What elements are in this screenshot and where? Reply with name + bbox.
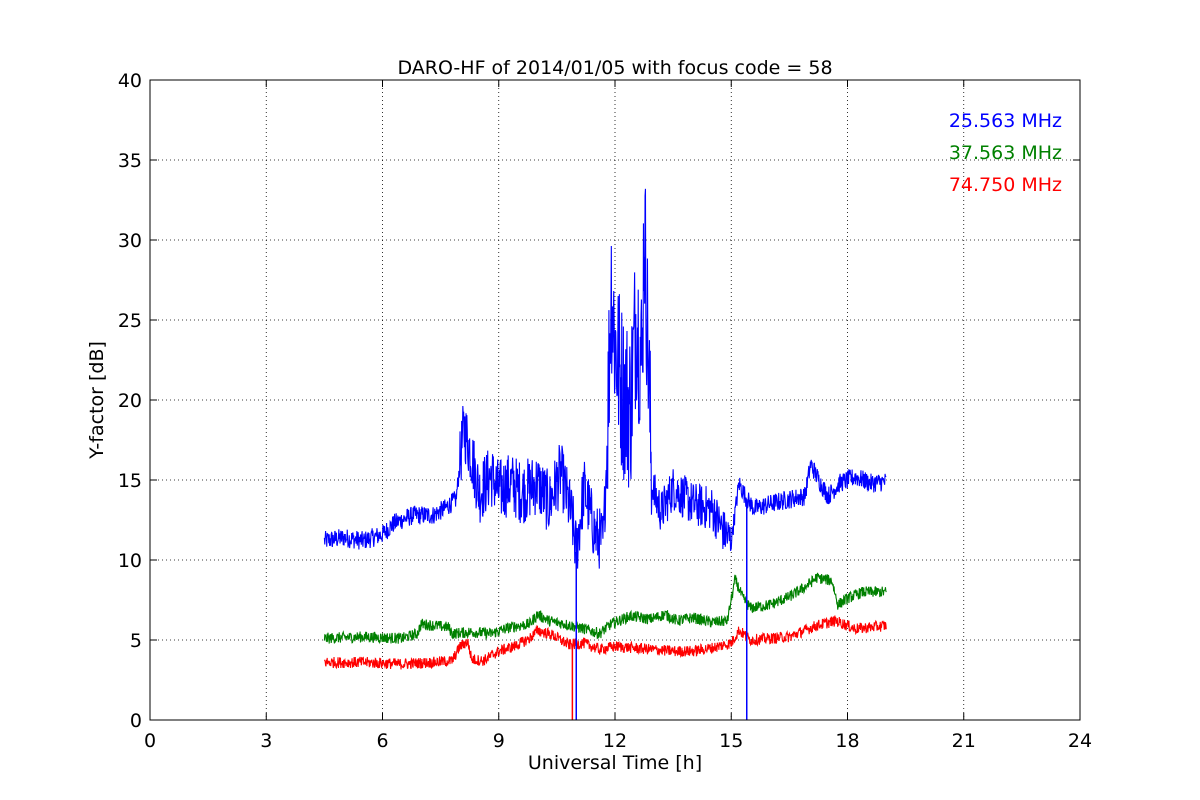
chart-title: DARO-HF of 2014/01/05 with focus code = … bbox=[397, 57, 832, 79]
y-tick-label: 15 bbox=[118, 470, 142, 492]
series-line-37-563-mhz bbox=[323, 572, 887, 645]
y-axis-label: Y-factor [dB] bbox=[86, 341, 108, 460]
legend-entry-25-563: 25.563 MHz bbox=[949, 110, 1062, 132]
y-tick-label: 40 bbox=[118, 70, 142, 92]
legend-entry-74-750: 74.750 MHz bbox=[949, 174, 1062, 196]
series-line-74-750-mhz bbox=[323, 615, 887, 670]
x-axis-label: Universal Time [h] bbox=[528, 752, 702, 774]
y-tick-label: 0 bbox=[130, 710, 142, 732]
legend-entry-37-563: 37.563 MHz bbox=[949, 142, 1062, 164]
x-tick-label: 0 bbox=[144, 730, 156, 752]
x-tick-label: 24 bbox=[1068, 730, 1092, 752]
legend: 25.563 MHz 37.563 MHz 74.750 MHz bbox=[949, 110, 1062, 196]
x-tick-label: 9 bbox=[493, 730, 505, 752]
x-tick-label: 21 bbox=[952, 730, 976, 752]
y-tick-label: 35 bbox=[118, 150, 142, 172]
y-tick-label: 5 bbox=[130, 630, 142, 652]
x-tick-label: 12 bbox=[603, 730, 627, 752]
y-tick-label: 20 bbox=[118, 390, 142, 412]
grid bbox=[150, 80, 1080, 720]
x-tick-label: 18 bbox=[835, 730, 859, 752]
x-tick-label: 3 bbox=[260, 730, 272, 752]
series-layer bbox=[323, 188, 887, 720]
y-tick-label: 25 bbox=[118, 310, 142, 332]
ticks: 0 3 6 9 12 15 18 21 24 0 5 10 15 20 25 30 35 40 bbox=[118, 70, 1092, 752]
series-line-25-563-mhz bbox=[323, 188, 887, 569]
x-tick-label: 6 bbox=[376, 730, 388, 752]
y-tick-label: 30 bbox=[118, 230, 142, 252]
x-tick-label: 15 bbox=[719, 730, 743, 752]
y-tick-label: 10 bbox=[118, 550, 142, 572]
